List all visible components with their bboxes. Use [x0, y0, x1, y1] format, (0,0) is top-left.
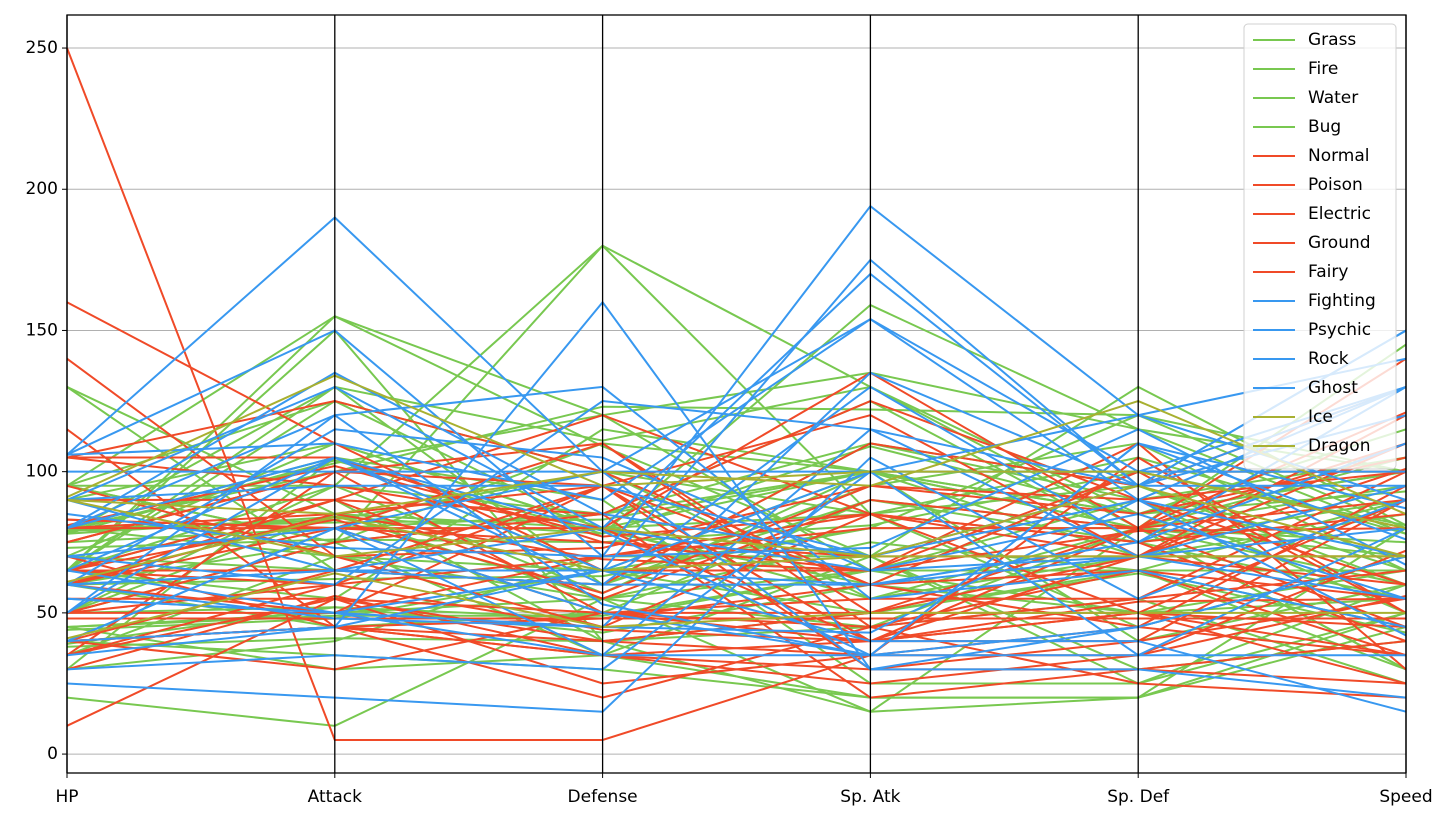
legend-label: Poison — [1308, 175, 1363, 195]
x-tick-label: Defense — [568, 787, 638, 807]
data-line — [66, 317, 1407, 502]
legend-label: Electric — [1308, 204, 1371, 224]
data-line — [66, 513, 1407, 586]
lines — [66, 47, 1407, 741]
data-line — [66, 47, 1407, 741]
data-line — [66, 572, 1406, 640]
legend-label: Water — [1308, 88, 1358, 108]
data-line — [66, 456, 1407, 713]
data-line — [66, 583, 1407, 657]
y-tick-label: 0 — [47, 744, 58, 764]
legend-label: Grass — [1308, 30, 1356, 50]
data-line — [66, 329, 1407, 558]
data-line — [66, 498, 1407, 637]
legend-label: Bug — [1308, 117, 1341, 137]
data-line — [66, 385, 1407, 600]
legend-label: Rock — [1308, 349, 1349, 369]
legend: Grass Fire Water Bug Normal Poison Electric Gro… — [1243, 23, 1397, 470]
legend-label: Psychic — [1308, 320, 1371, 340]
legend-label: Dragon — [1308, 436, 1370, 456]
legend-label: Fairy — [1308, 262, 1348, 282]
data-line — [66, 414, 1407, 657]
data-line — [66, 374, 1407, 530]
data-line — [66, 498, 1407, 713]
data-line — [67, 399, 1407, 516]
x-tick-label: Speed — [1379, 787, 1432, 807]
y-tick-label: 50 — [36, 603, 58, 623]
axes: 0 50 100 150 200 250 HP Attack Defense Sp. Atk Sp.… — [26, 14, 1433, 807]
data-line — [66, 315, 1407, 558]
data-line — [66, 484, 1407, 586]
data-line — [66, 555, 1407, 657]
legend-label: Ground — [1308, 233, 1371, 253]
data-line — [66, 386, 1407, 586]
x-tick-label: Attack — [308, 787, 362, 807]
y-tick-label: 100 — [26, 462, 58, 482]
y-tick-label: 200 — [26, 179, 58, 199]
data-line — [66, 414, 1407, 643]
x-tick-label: Sp. Def — [1107, 787, 1170, 807]
legend-label: Ghost — [1308, 378, 1358, 398]
data-line — [66, 272, 1407, 586]
data-line — [66, 204, 1407, 558]
legend-label: Normal — [1308, 146, 1370, 166]
data-line — [66, 515, 1406, 583]
data-line — [66, 428, 1407, 586]
legend-box — [1243, 23, 1397, 470]
data-line — [66, 400, 1407, 600]
data-line — [66, 385, 1407, 628]
data-line — [66, 371, 1407, 535]
legend-label: Fire — [1308, 59, 1338, 79]
data-line — [66, 484, 1407, 727]
plot-frame — [66, 14, 1407, 774]
legend-label: Fighting — [1308, 291, 1376, 311]
x-tick-label: Sp. Atk — [840, 787, 900, 807]
y-tick-label: 150 — [26, 320, 58, 340]
legend-label: Ice — [1308, 407, 1333, 427]
data-line — [66, 527, 1406, 657]
data-line — [66, 611, 1407, 699]
data-line — [66, 216, 1407, 473]
y-tick-label: 250 — [26, 38, 58, 58]
data-line — [66, 470, 1407, 671]
data-line — [66, 484, 1407, 558]
data-line — [66, 428, 1407, 566]
x-tick-label: HP — [55, 787, 78, 807]
